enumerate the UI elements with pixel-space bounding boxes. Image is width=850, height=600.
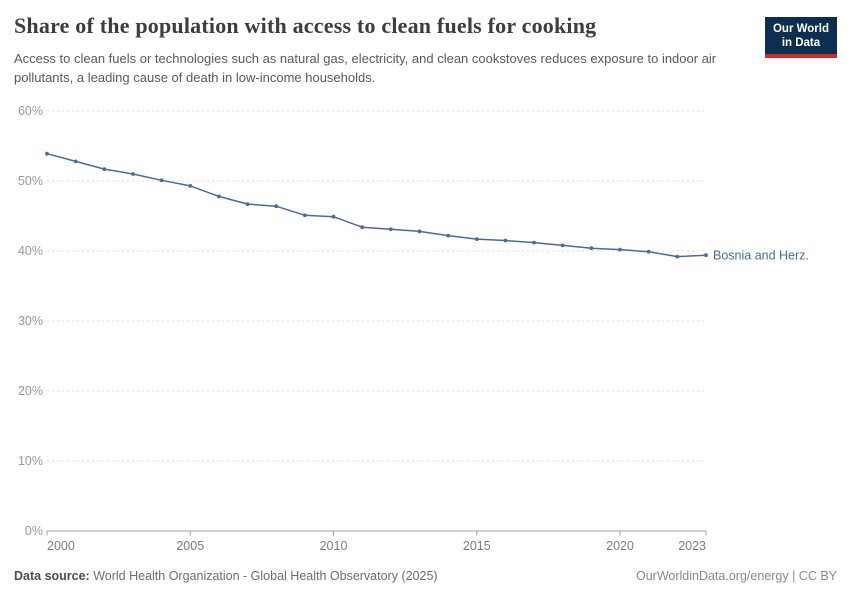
data-source-label: Data source: xyxy=(14,569,90,583)
data-point-marker xyxy=(331,214,336,219)
data-point-marker xyxy=(303,213,307,218)
data-point-marker xyxy=(102,167,107,171)
data-point-marker xyxy=(274,204,279,209)
data-line[interactable] xyxy=(46,152,707,258)
x-tick-label: 2005 xyxy=(176,539,204,553)
series-label[interactable]: Bosnia and Herz. xyxy=(713,249,809,263)
data-point-marker xyxy=(589,246,594,251)
data-point-marker xyxy=(73,159,78,164)
y-tick-label: 0% xyxy=(25,524,43,538)
x-tick-label: 2023 xyxy=(678,539,706,553)
x-tick-label: 2015 xyxy=(463,539,491,553)
data-point-marker xyxy=(446,233,450,238)
x-tick-label: 2010 xyxy=(320,539,348,553)
data-source-note: Data source: World Health Organization -… xyxy=(14,569,438,583)
line-chart: 0% 10% 20% 30% 40% 50% 60% 2000 2005 2010 2015 2020… xyxy=(18,104,809,553)
y-tick-label: 50% xyxy=(18,174,43,188)
data-point-marker xyxy=(646,249,651,254)
data-point-marker xyxy=(159,178,164,183)
data-point-marker xyxy=(188,184,193,188)
chart-area: 0% 10% 20% 30% 40% 50% 60% 2000 2005 2010 2015 2020… xyxy=(0,95,850,570)
x-tick-label: 2000 xyxy=(47,539,75,553)
y-tick-label: 60% xyxy=(18,104,43,118)
page-title: Share of the population with access to c… xyxy=(14,13,597,38)
data-point-marker xyxy=(503,238,508,243)
credit-link[interactable]: OurWorldinData.org/energy | CC BY xyxy=(635,569,837,583)
y-tick-label: 40% xyxy=(18,244,43,258)
owid-logo-line1: Our World xyxy=(772,23,829,35)
x-tick-label: 2020 xyxy=(606,539,634,553)
data-point-marker xyxy=(560,243,565,248)
chart-footer: Data source: World Health Organization -… xyxy=(14,569,837,583)
data-point-marker xyxy=(474,237,479,242)
page-subtitle: Access to clean fuels or technologies su… xyxy=(14,51,717,85)
data-point-marker xyxy=(131,172,135,176)
data-point-marker xyxy=(360,225,365,230)
data-point-marker xyxy=(45,151,49,156)
y-tick-label: 30% xyxy=(18,314,43,328)
y-tick-label: 10% xyxy=(18,454,43,468)
owid-logo[interactable]: Our World in Data xyxy=(764,17,837,58)
data-point-marker xyxy=(388,227,393,232)
y-tick-label: 20% xyxy=(18,384,43,398)
data-source-text: World Health Organization - Global Healt… xyxy=(89,569,438,583)
data-point-marker xyxy=(704,253,708,258)
data-point-marker xyxy=(618,247,622,252)
data-point-marker xyxy=(532,240,536,245)
owid-logo-line2: in Data xyxy=(781,37,821,50)
data-point-marker xyxy=(675,254,680,259)
data-point-marker xyxy=(245,202,250,206)
data-point-marker xyxy=(417,229,422,234)
data-point-marker xyxy=(217,194,221,199)
